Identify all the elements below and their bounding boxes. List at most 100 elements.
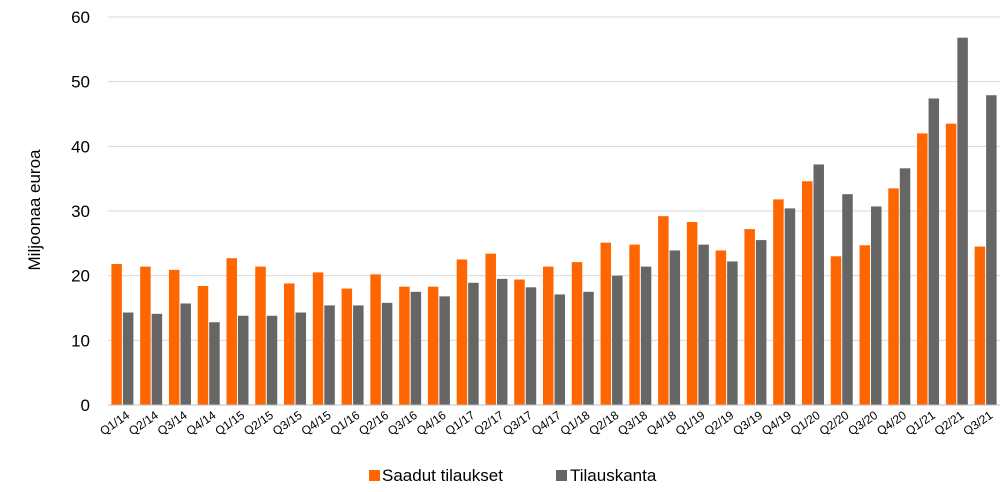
x-tick-label: Q3/17 — [500, 408, 535, 438]
x-tick-label: Q4/18 — [644, 408, 679, 438]
bar-saadut-tilaukset-Q1-19 — [686, 221, 698, 405]
bar-saadut-tilaukset-Q1-14 — [111, 264, 122, 405]
bar-tilauskanta-Q1-14 — [122, 312, 134, 405]
bar-saadut-tilaukset-Q3-20 — [859, 245, 871, 405]
bar-saadut-tilaukset-Q4-19 — [773, 199, 784, 405]
bar-tilauskanta-Q3-17 — [525, 287, 537, 405]
bar-saadut-tilaukset-Q3-14 — [168, 269, 180, 405]
y-tick-label: 50 — [71, 73, 90, 92]
bar-tilauskanta-Q4-20 — [899, 168, 911, 405]
bar-tilauskanta-Q2-17 — [496, 278, 508, 405]
bar-saadut-tilaukset-Q2-20 — [830, 256, 842, 405]
bar-saadut-tilaukset-Q3-17 — [514, 279, 525, 405]
legend-label-saadut-tilaukset: Saadut tilaukset — [382, 466, 503, 485]
bar-saadut-tilaukset-Q4-18 — [658, 216, 669, 405]
bar-tilauskanta-Q3-14 — [180, 303, 191, 405]
y-tick-label: 20 — [71, 267, 90, 286]
bar-saadut-tilaukset-Q1-18 — [571, 262, 583, 405]
bar-tilauskanta-Q1-15 — [237, 315, 249, 405]
bar-tilauskanta-Q2-18 — [612, 275, 623, 405]
y-axis-tick-labels: 0 10 20 30 40 50 60 — [71, 8, 90, 415]
bar-tilauskanta-Q1-17 — [468, 282, 479, 405]
x-tick-label: Q1/21 — [903, 408, 938, 438]
x-tick-label: Q4/20 — [874, 408, 909, 438]
bar-tilauskanta-Q4-14 — [209, 322, 220, 405]
x-tick-label: Q1/17 — [443, 408, 478, 438]
bar-tilauskanta-Q2-19 — [727, 261, 738, 405]
bar-saadut-tilaukset-Q2-19 — [715, 250, 727, 405]
x-tick-label: Q3/18 — [615, 408, 650, 438]
x-axis-tick-labels: Q1/14Q2/14Q3/14Q4/14Q1/15Q2/15Q3/15Q4/15… — [97, 408, 995, 438]
x-tick-label: Q1/18 — [558, 408, 593, 438]
bar-saadut-tilaukset-Q1-17 — [456, 259, 468, 405]
bar-tilauskanta-Q2-20 — [842, 194, 853, 405]
bar-tilauskanta-Q3-19 — [755, 240, 767, 405]
bar-tilauskanta-Q2-14 — [151, 313, 163, 405]
bar-tilauskanta-Q1-18 — [583, 291, 594, 405]
x-tick-label: Q3/16 — [385, 408, 420, 438]
bar-saadut-tilaukset-Q3-21 — [974, 246, 986, 405]
x-tick-label: Q2/20 — [817, 408, 852, 438]
x-tick-label: Q2/16 — [356, 408, 391, 438]
x-tick-label: Q2/17 — [471, 408, 506, 438]
x-tick-label: Q3/20 — [845, 408, 880, 438]
x-tick-label: Q3/15 — [270, 408, 305, 438]
y-tick-label: 10 — [71, 331, 90, 350]
y-tick-label: 30 — [71, 202, 90, 221]
bar-tilauskanta-Q2-15 — [266, 315, 278, 405]
bar-tilauskanta-Q4-17 — [554, 294, 565, 405]
bar-saadut-tilaukset-Q1-15 — [226, 258, 237, 405]
x-tick-label: Q1/19 — [673, 408, 708, 438]
x-tick-label: Q1/16 — [327, 408, 362, 438]
bar-tilauskanta-Q2-16 — [381, 302, 393, 405]
bar-saadut-tilaukset-Q2-15 — [255, 266, 266, 405]
x-tick-label: Q2/21 — [932, 408, 967, 438]
x-tick-label: Q4/19 — [759, 408, 794, 438]
legend-swatch-saadut-tilaukset — [369, 470, 380, 481]
bar-tilauskanta-Q3-15 — [295, 312, 307, 405]
x-tick-label: Q3/14 — [155, 408, 190, 438]
y-tick-label: 40 — [71, 137, 90, 156]
bar-saadut-tilaukset-Q2-14 — [140, 266, 151, 405]
y-axis-label: Miljoonaa euroa — [25, 149, 44, 271]
x-tick-label: Q2/19 — [702, 408, 737, 438]
bar-tilauskanta-Q1-21 — [928, 98, 940, 405]
x-tick-label: Q1/15 — [212, 408, 247, 438]
bar-tilauskanta-Q4-15 — [324, 305, 335, 405]
bar-saadut-tilaukset-Q1-21 — [917, 133, 928, 405]
bar-saadut-tilaukset-Q1-20 — [801, 181, 813, 405]
bars — [111, 37, 997, 405]
bar-tilauskanta-Q1-20 — [813, 164, 824, 405]
bar-saadut-tilaukset-Q3-18 — [629, 244, 640, 405]
x-tick-label: Q2/14 — [126, 408, 161, 438]
bar-saadut-tilaukset-Q4-20 — [888, 188, 899, 405]
bar-saadut-tilaukset-Q4-15 — [312, 272, 324, 405]
bar-tilauskanta-Q2-21 — [957, 37, 968, 405]
bar-tilauskanta-Q1-19 — [698, 244, 709, 405]
bar-saadut-tilaukset-Q3-16 — [399, 286, 410, 405]
legend-label-tilauskanta: Tilauskanta — [570, 466, 657, 485]
legend-swatch-tilauskanta — [556, 470, 567, 481]
bar-saadut-tilaukset-Q2-17 — [485, 253, 496, 405]
x-tick-label: Q3/21 — [961, 408, 996, 438]
x-tick-label: Q4/14 — [184, 408, 219, 438]
y-tick-label: 60 — [71, 8, 90, 27]
bar-tilauskanta-Q4-18 — [669, 250, 681, 405]
x-tick-label: Q4/17 — [529, 408, 564, 438]
x-tick-label: Q4/15 — [299, 408, 334, 438]
bar-tilauskanta-Q3-21 — [986, 95, 997, 405]
bar-tilauskanta-Q4-19 — [784, 208, 796, 405]
legend: Saadut tilaukset Tilauskanta — [369, 466, 657, 485]
bar-tilauskanta-Q4-16 — [439, 296, 450, 405]
bar-saadut-tilaukset-Q2-16 — [370, 274, 381, 405]
bar-tilauskanta-Q3-18 — [640, 266, 652, 405]
bar-tilauskanta-Q1-16 — [353, 305, 364, 405]
bar-saadut-tilaukset-Q4-17 — [543, 266, 554, 405]
x-tick-label: Q1/20 — [788, 408, 823, 438]
x-tick-label: Q3/19 — [730, 408, 765, 438]
bar-saadut-tilaukset-Q3-19 — [744, 229, 755, 405]
y-tick-label: 0 — [81, 396, 90, 415]
bar-saadut-tilaukset-Q2-21 — [945, 123, 957, 405]
x-tick-label: Q1/14 — [97, 408, 132, 438]
